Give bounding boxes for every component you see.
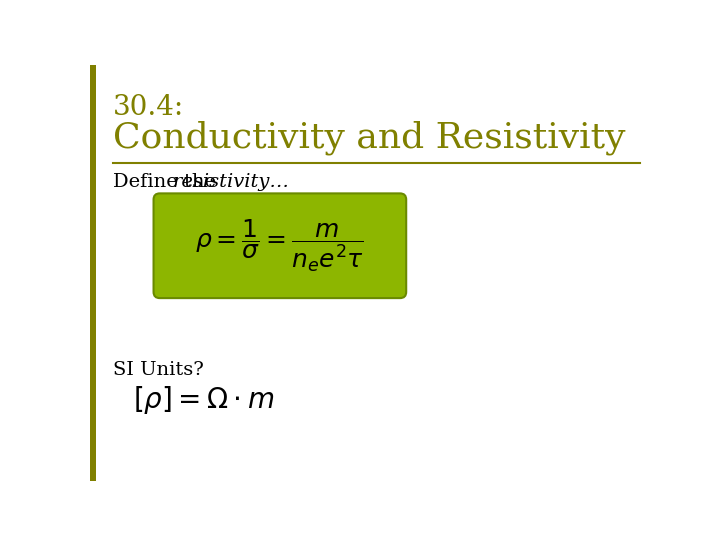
Text: $[\rho] = \Omega \cdot m$: $[\rho] = \Omega \cdot m$: [132, 384, 274, 416]
Text: Define the: Define the: [113, 173, 222, 191]
Text: $\rho = \dfrac{1}{\sigma} = \dfrac{m}{n_e e^2 \tau}$: $\rho = \dfrac{1}{\sigma} = \dfrac{m}{n_…: [195, 218, 364, 274]
FancyBboxPatch shape: [153, 193, 406, 298]
Text: resistivity…: resistivity…: [172, 173, 289, 191]
Bar: [90, 65, 96, 481]
Text: Conductivity and Resistivity: Conductivity and Resistivity: [113, 120, 626, 155]
Text: 30.4:: 30.4:: [113, 94, 184, 121]
Text: SI Units?: SI Units?: [113, 361, 204, 379]
